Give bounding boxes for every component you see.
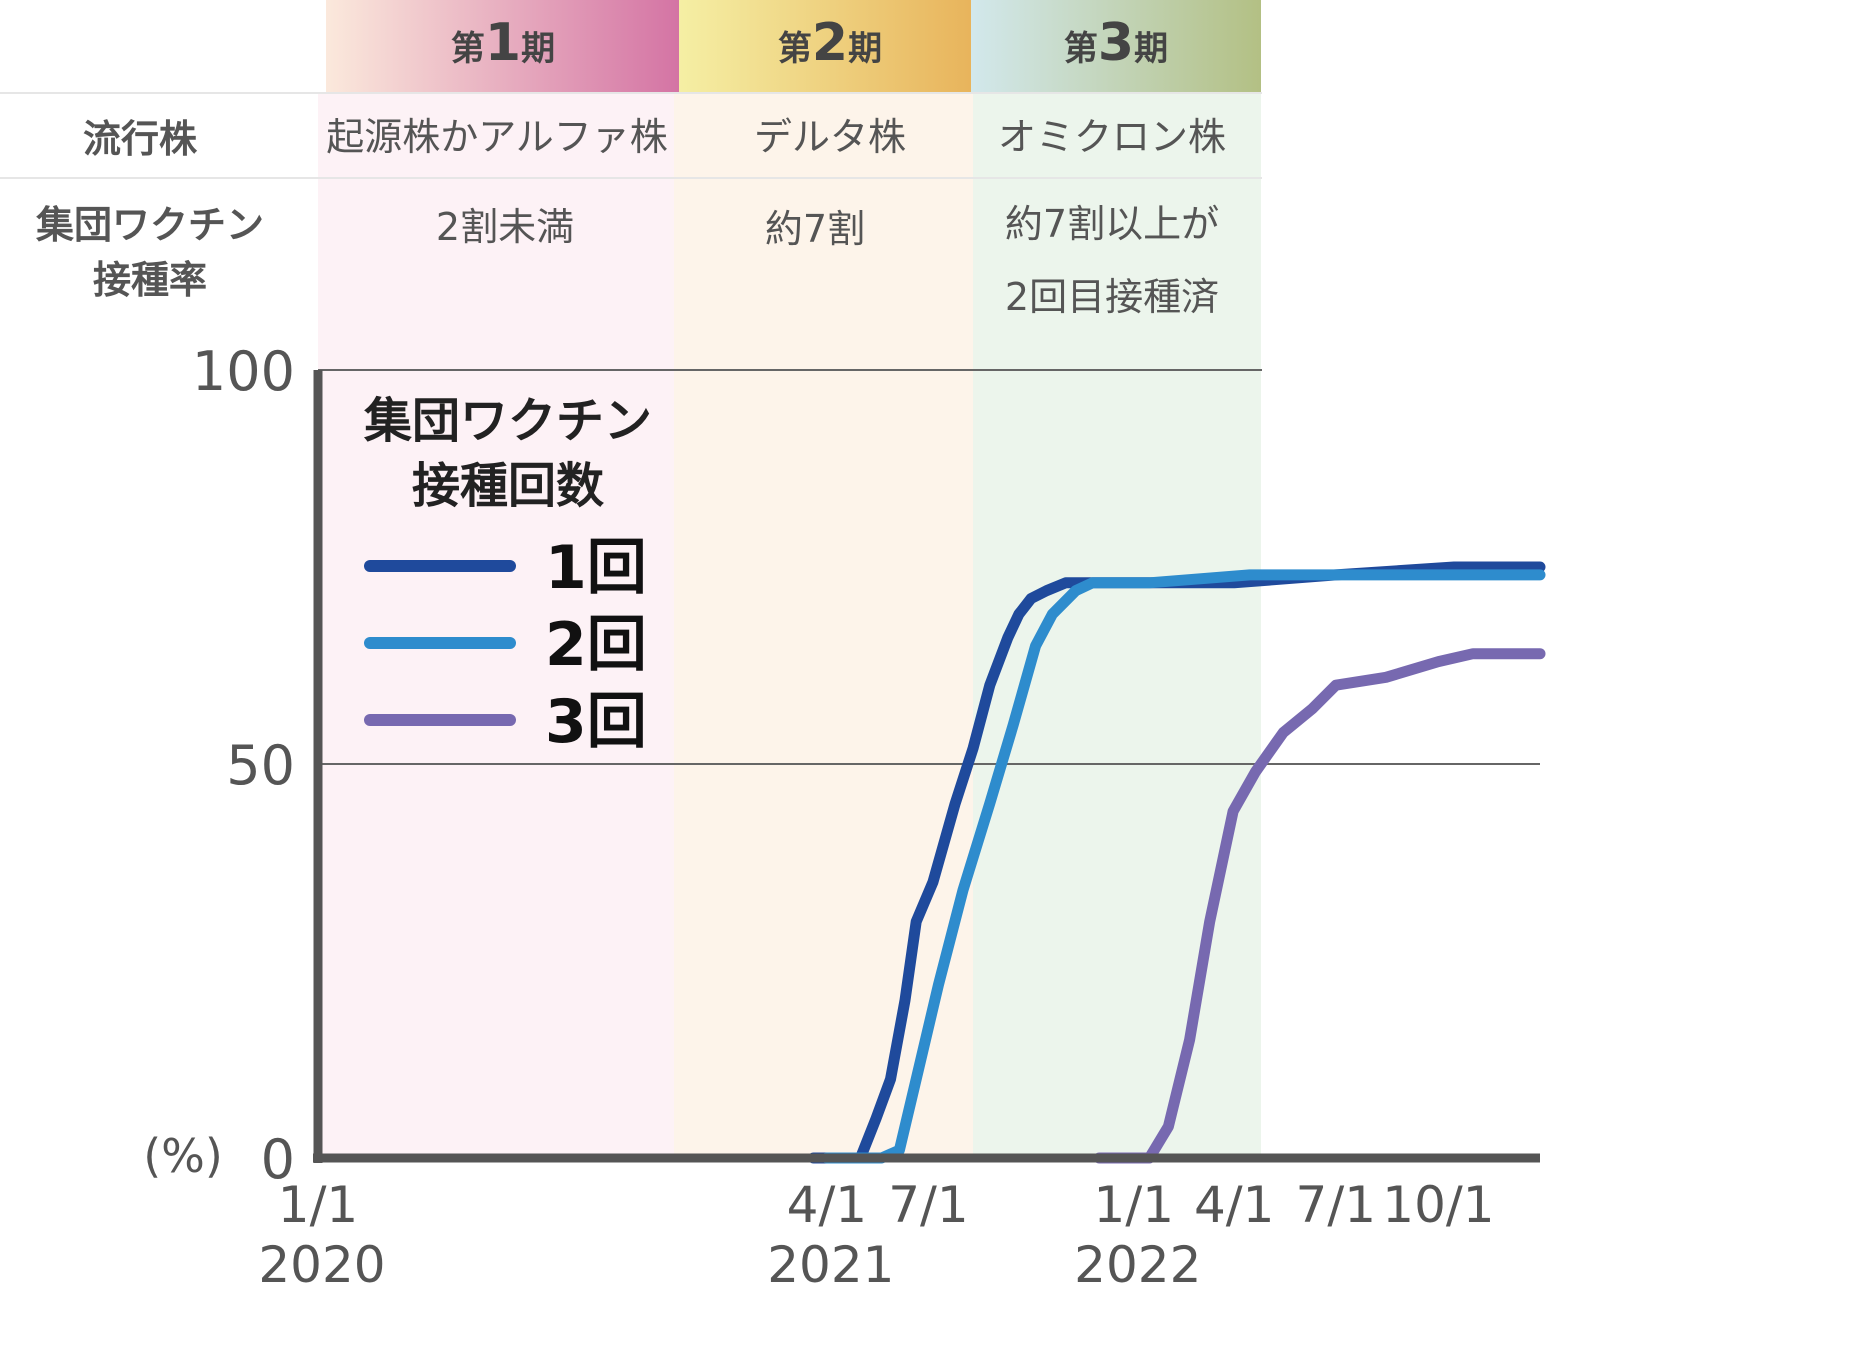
- x-tick-label-6: 10/1: [1382, 1176, 1494, 1234]
- x-tick-year-3: 2022: [1074, 1236, 1201, 1294]
- x-tick-label-5: 7/1: [1296, 1176, 1376, 1234]
- period-3-coverage-line1: 約7割以上が: [1005, 202, 1219, 246]
- y-axis-unit: (%): [143, 1129, 223, 1183]
- period-3-strain: オミクロン株: [998, 115, 1226, 159]
- period-1-background: [318, 94, 674, 1160]
- legend-label-dose-3: 3回: [545, 687, 647, 757]
- series-line-dose-1: [808, 561, 1546, 1164]
- period-3-background: [973, 94, 1261, 1160]
- period-1-strain: 起源株かアルファ株: [326, 115, 668, 159]
- axes: [313, 370, 1540, 1163]
- legend-title-line1: 集団ワクチン: [363, 393, 652, 449]
- legend-label-dose-2: 2回: [545, 610, 647, 680]
- period-1-header: [326, 0, 679, 93]
- period-1-title: 第1期: [451, 13, 555, 73]
- series-line-dose-3: [1093, 648, 1546, 1164]
- x-tick-label-2: 7/1: [888, 1176, 968, 1234]
- x-tick-year-0: 2020: [258, 1236, 385, 1294]
- period-2-coverage: 約7割: [765, 207, 865, 251]
- row-label-coverage-line1: 集団ワクチン: [35, 203, 264, 247]
- series-lines: [808, 561, 1546, 1164]
- legend-title-line2: 接種回数: [412, 458, 604, 514]
- y-tick-labels: 0 50 100: [192, 340, 295, 1191]
- x-tick-label-3: 1/1: [1094, 1176, 1174, 1234]
- x-tick-label-0: 1/1: [278, 1176, 358, 1234]
- period-1-coverage: 2割未満: [436, 205, 574, 249]
- x-tick-label-4: 4/1: [1194, 1176, 1274, 1234]
- period-2-header: [679, 0, 971, 93]
- row-label-strain: 流行株: [83, 117, 198, 161]
- period-3-title: 第3期: [1064, 13, 1168, 73]
- y-tick-label-50: 50: [226, 734, 295, 797]
- x-tick-year-1: 2021: [767, 1236, 894, 1294]
- period-3-coverage-line2: 2回目接種済: [1005, 275, 1219, 319]
- series-line-dose-2: [821, 569, 1546, 1164]
- x-tick-label-1: 4/1: [787, 1176, 867, 1234]
- gridlines: [318, 369, 1540, 765]
- row-label-coverage-line2: 接種率: [93, 258, 207, 302]
- period-2-background: [674, 94, 973, 1160]
- period-3-header: [971, 0, 1261, 93]
- period-2-title: 第2期: [778, 13, 882, 73]
- y-tick-label-100: 100: [192, 340, 295, 403]
- period-2-strain: デルタ株: [754, 115, 906, 159]
- legend-label-dose-1: 1回: [545, 533, 647, 603]
- y-tick-label-0: 0: [261, 1128, 295, 1191]
